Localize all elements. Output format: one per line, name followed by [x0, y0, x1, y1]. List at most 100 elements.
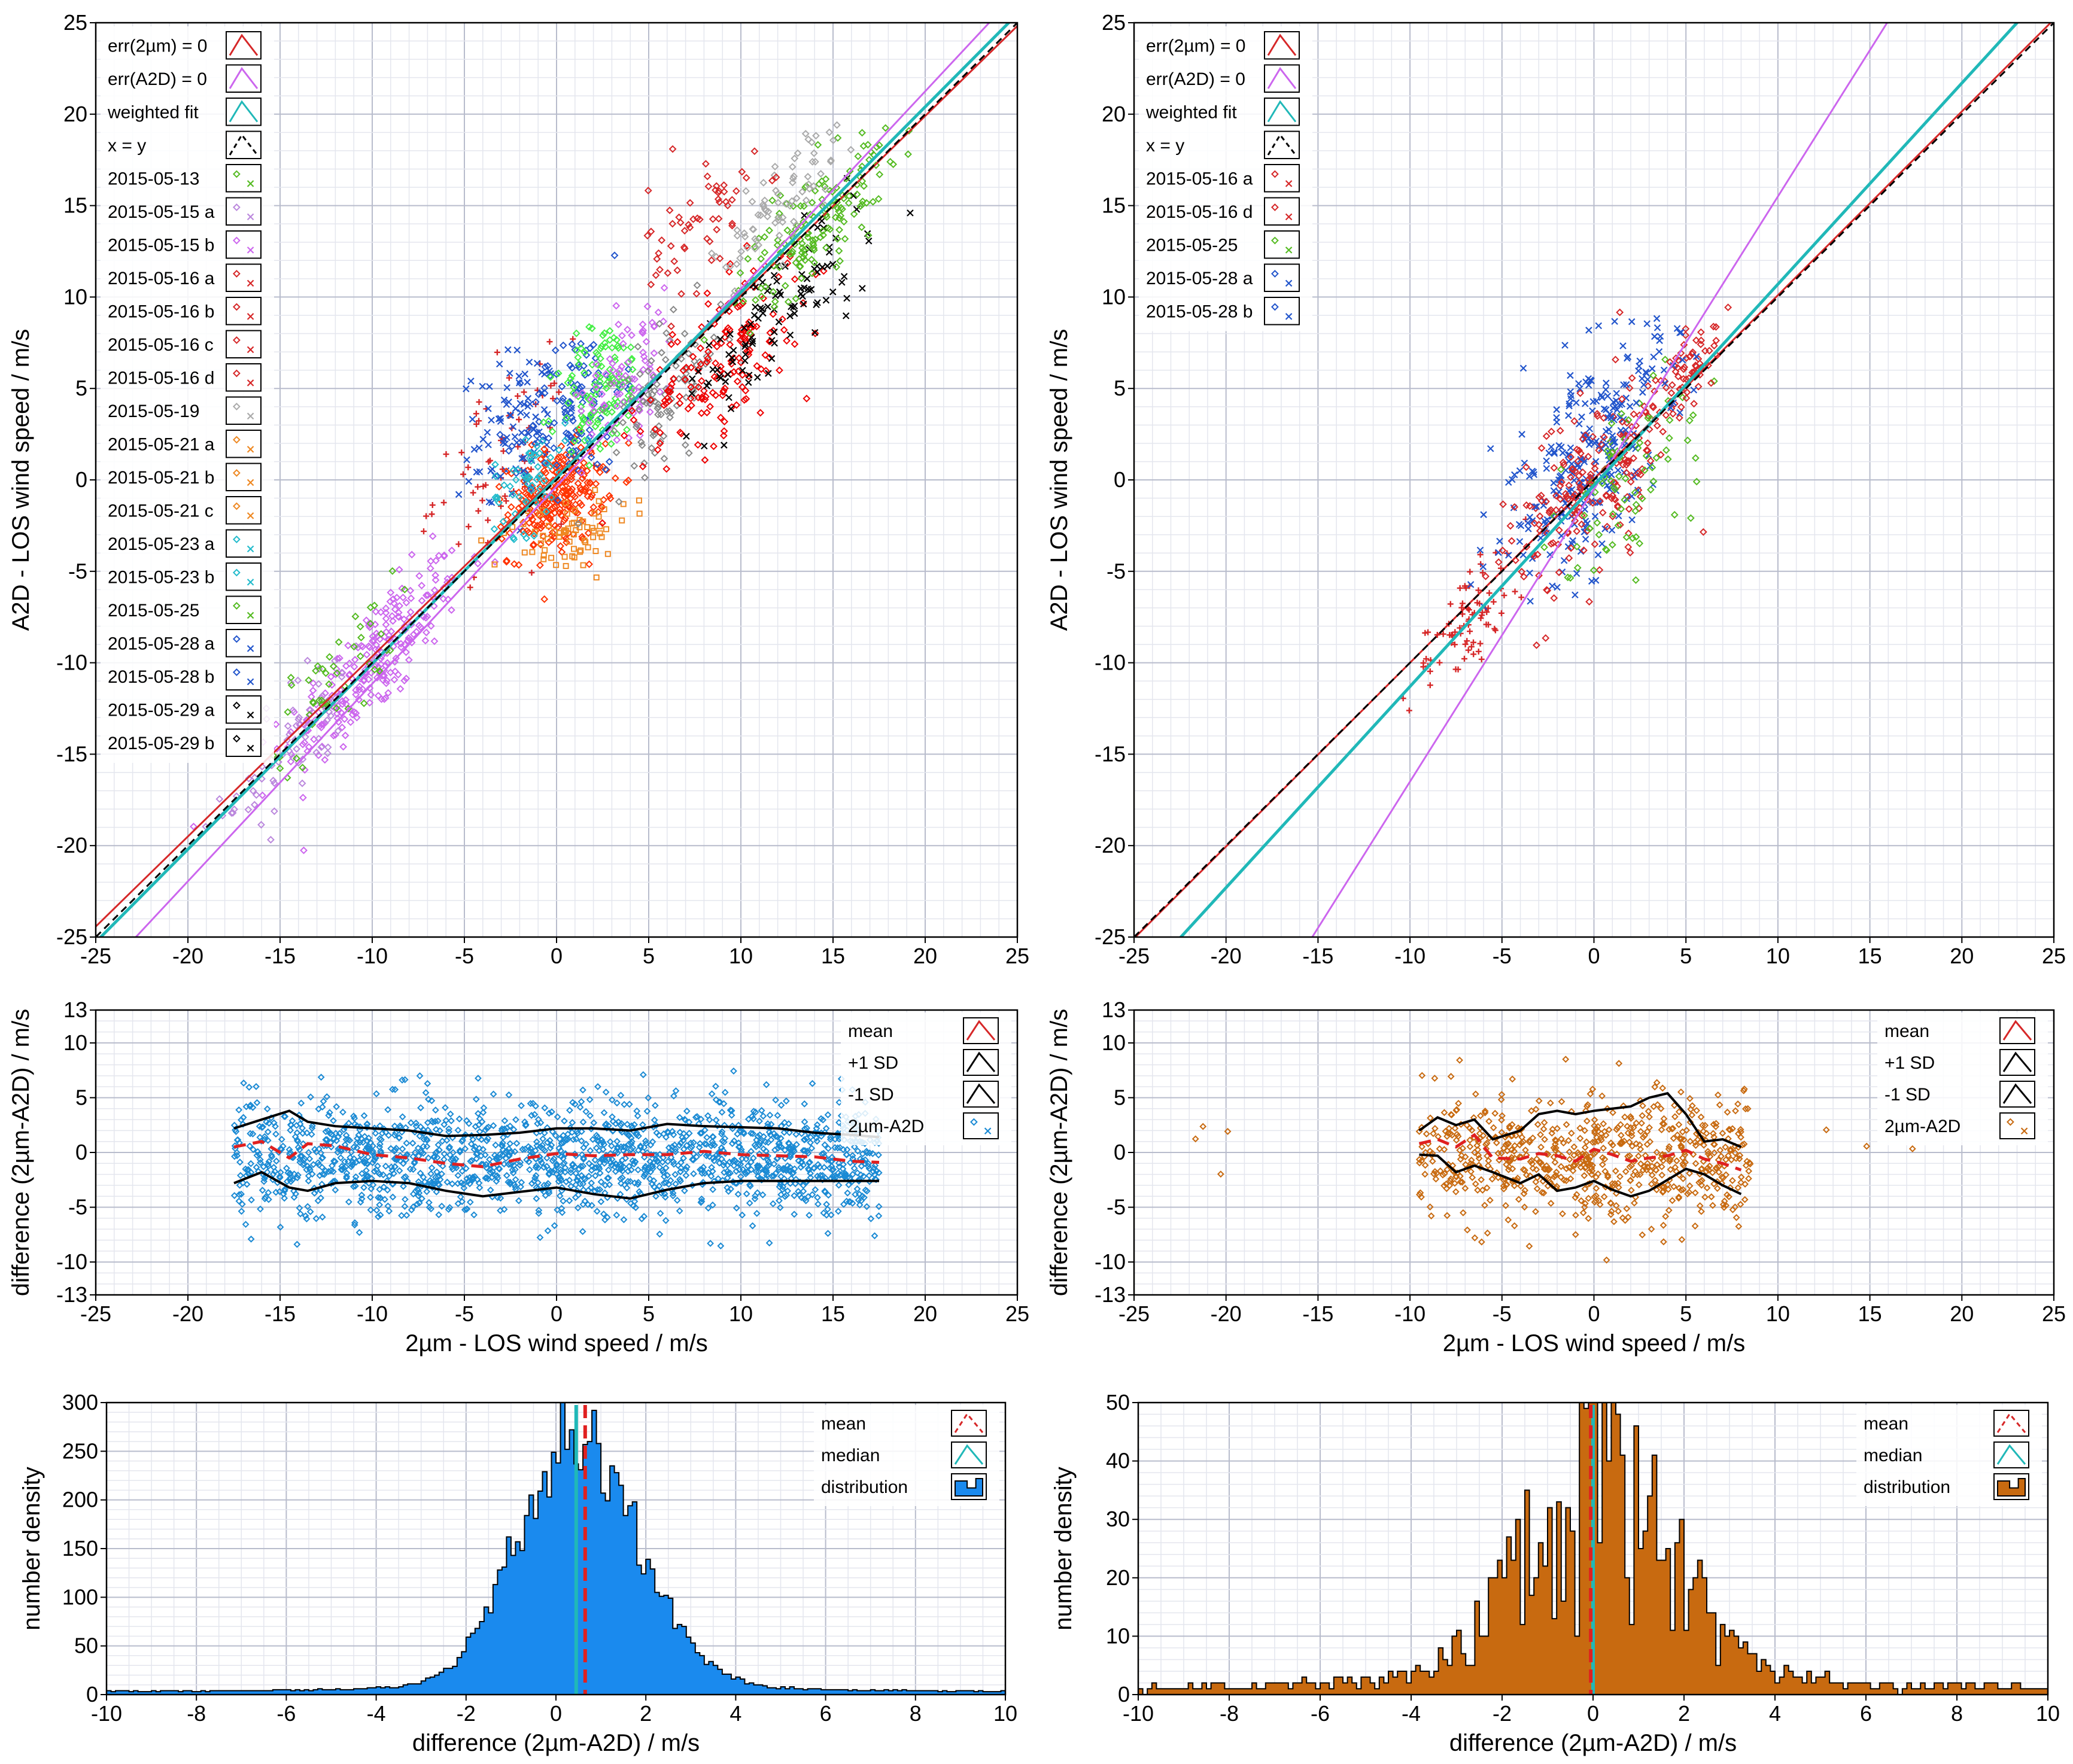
data-point — [780, 326, 788, 334]
scatter-points — [1400, 303, 1732, 714]
data-point — [671, 1170, 679, 1178]
data-point — [278, 1145, 285, 1153]
data-point — [1573, 527, 1581, 536]
data-point — [747, 1148, 755, 1155]
data-point — [806, 1211, 813, 1219]
data-point — [1597, 391, 1605, 399]
data-point — [541, 1104, 549, 1112]
data-point — [647, 357, 655, 365]
data-point — [811, 270, 820, 279]
data-point — [555, 389, 562, 396]
data-point — [1511, 471, 1518, 479]
data-point — [473, 421, 480, 427]
data-point — [1524, 519, 1531, 527]
data-point — [384, 1202, 392, 1210]
data-point — [1554, 583, 1561, 591]
data-point — [506, 1148, 514, 1156]
data-point — [662, 329, 670, 337]
data-point — [612, 302, 621, 310]
data-point — [428, 1097, 436, 1105]
data-point — [672, 1180, 679, 1188]
legend-marker-swatch — [1270, 203, 1279, 211]
data-point — [390, 1170, 397, 1178]
data-point — [1646, 486, 1655, 494]
data-point — [856, 202, 865, 210]
data-point — [571, 437, 579, 445]
data-point — [636, 403, 644, 411]
data-point — [240, 1079, 248, 1087]
data-point — [748, 1112, 756, 1120]
data-point — [388, 612, 396, 620]
data-point — [227, 809, 236, 817]
data-point — [634, 342, 642, 351]
data-point — [801, 1136, 808, 1143]
data-point — [566, 1106, 573, 1114]
data-point — [309, 1122, 316, 1130]
data-point — [703, 382, 711, 390]
data-point — [789, 174, 797, 183]
data-point — [496, 1165, 503, 1173]
data-point — [341, 715, 349, 723]
data-point — [578, 1128, 585, 1135]
legend-label: err(A2D) = 0 — [108, 69, 207, 89]
data-point — [325, 680, 333, 688]
data-point — [727, 1185, 735, 1193]
data-point — [568, 364, 576, 372]
data-point — [832, 263, 841, 271]
data-point — [649, 1165, 656, 1172]
data-point — [598, 406, 607, 414]
data-point — [589, 1136, 597, 1143]
data-point — [738, 367, 746, 374]
data-point — [629, 409, 637, 417]
y-tick-label: 5 — [75, 376, 87, 400]
data-point — [792, 294, 800, 303]
data-point — [769, 1200, 777, 1208]
data-point — [720, 427, 728, 435]
data-point — [244, 805, 253, 814]
data-point — [356, 1123, 364, 1130]
legend-marker-swatch — [232, 635, 241, 643]
data-point — [524, 395, 532, 402]
data-point — [462, 1131, 469, 1139]
data-point — [1548, 443, 1555, 451]
data-point — [754, 211, 762, 219]
data-point — [398, 1212, 405, 1219]
data-point — [606, 380, 615, 388]
data-point — [352, 642, 360, 650]
data-point — [632, 1204, 640, 1211]
data-point — [584, 436, 592, 444]
data-point — [876, 171, 884, 178]
data-point — [704, 354, 712, 363]
data-point — [448, 546, 456, 555]
data-point — [284, 1169, 292, 1176]
data-point — [789, 217, 798, 226]
data-point — [236, 1172, 244, 1179]
data-point — [836, 257, 844, 265]
data-point — [525, 449, 533, 457]
data-point — [534, 473, 543, 481]
legend-marker-swatch — [232, 568, 241, 577]
diff-right-panel: -25 -20 -15 -10 -5 0 5 10 15 20 25-13-10-50510132µ… — [1046, 997, 2066, 1357]
data-point — [314, 751, 323, 759]
data-point — [1578, 413, 1585, 421]
data-point — [742, 174, 750, 182]
data-point — [580, 369, 588, 377]
data-point — [641, 473, 649, 482]
legend-label: 2015-05-16 a — [108, 269, 215, 288]
data-point — [820, 1149, 828, 1157]
data-point — [548, 506, 555, 513]
data-point — [300, 738, 309, 747]
data-point — [1634, 469, 1642, 478]
data-point — [744, 1162, 752, 1170]
data-point — [519, 527, 527, 536]
data-point — [436, 1146, 443, 1154]
legend-marker-swatch — [232, 270, 241, 278]
data-point — [791, 340, 799, 348]
data-point — [1707, 379, 1715, 387]
data-point — [1610, 439, 1618, 446]
data-point — [238, 1116, 245, 1124]
data-point — [735, 1166, 743, 1173]
data-point — [698, 393, 706, 402]
data-point — [840, 273, 848, 280]
x-tick-label: -25 — [80, 944, 111, 968]
